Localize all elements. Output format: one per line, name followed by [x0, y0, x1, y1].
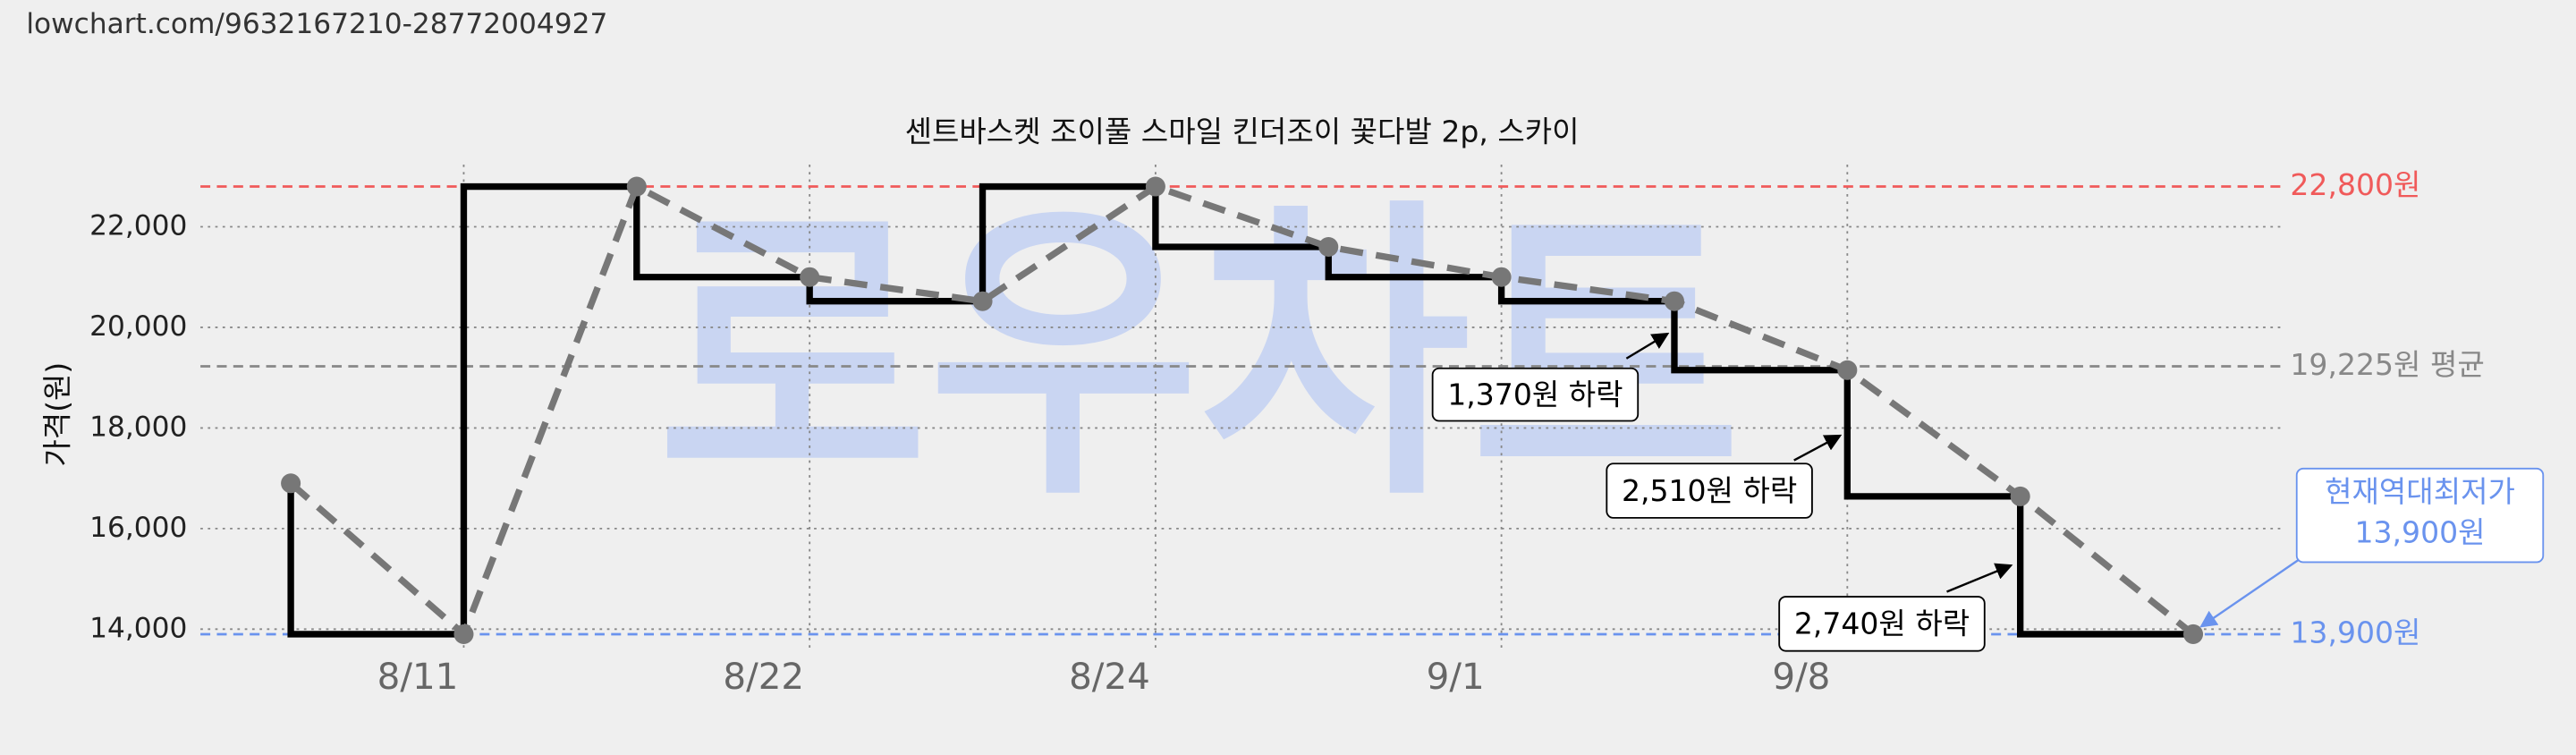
data-point: [1491, 267, 1512, 287]
annotation-text: 2,510원 하락: [1622, 473, 1797, 508]
x-tick-label: 8/11: [377, 655, 459, 698]
annotation-arrow: [1793, 434, 1843, 462]
data-point: [1318, 236, 1339, 258]
y-tick-label: 14,000: [89, 612, 187, 644]
x-tick-label: 9/8: [1772, 655, 1830, 698]
data-point: [1837, 360, 1858, 380]
data-point: [1145, 176, 1165, 197]
x-tick-label: 9/1: [1427, 655, 1485, 698]
annotation-arrow: [1946, 563, 2013, 593]
annotation-text: 1,370원 하락: [1447, 377, 1623, 411]
annotation-text: 2,740원 하락: [1794, 607, 1970, 641]
y-tick-label: 18,000: [89, 411, 187, 443]
x-tick-label: 8/24: [1069, 655, 1150, 698]
reference-label: 13,900원: [2290, 615, 2420, 649]
data-point: [626, 176, 647, 197]
data-point: [2010, 486, 2030, 506]
data-point: [972, 291, 993, 311]
price-trend-line: [288, 182, 2196, 640]
data-point: [800, 267, 820, 287]
y-tick-label: 20,000: [89, 310, 187, 343]
y-tick-label: 22,000: [89, 210, 187, 242]
callout-text: 현재역대최저가: [2325, 474, 2515, 509]
callout-box: [2295, 467, 2545, 564]
price-step-line: [287, 182, 2194, 638]
url: lowchart.com/9632167210-28772004927: [26, 8, 607, 40]
y-tick-label: 16,000: [89, 512, 187, 544]
plot: 14,000 16,000 18,000 20,000 22,000 8/11 8/22 8/…: [89, 164, 2545, 698]
data-point: [1664, 291, 1684, 311]
data-point: [281, 473, 301, 494]
callout-text: 13,900원: [2354, 515, 2485, 550]
callout-arrow: [2199, 557, 2301, 628]
watermark: 로우차트: [657, 174, 1741, 538]
annotation-box: [1431, 367, 1640, 422]
reference-label: 19,225원 평균: [2290, 347, 2484, 382]
data-point: [453, 624, 474, 644]
data-point: [2183, 624, 2204, 644]
chart-title: 센트바스켓 조이풀 스마일 킨더조이 꽃다발 2p, 스카이: [905, 115, 1580, 149]
annotation-arrow: [1625, 332, 1670, 360]
reference-label: 22,800원: [2290, 167, 2420, 202]
annotation-box: [1606, 462, 1813, 519]
x-tick-label: 8/22: [723, 655, 804, 698]
y-axis-label: 가격(원): [40, 362, 75, 467]
annotation-box: [1778, 596, 1986, 652]
